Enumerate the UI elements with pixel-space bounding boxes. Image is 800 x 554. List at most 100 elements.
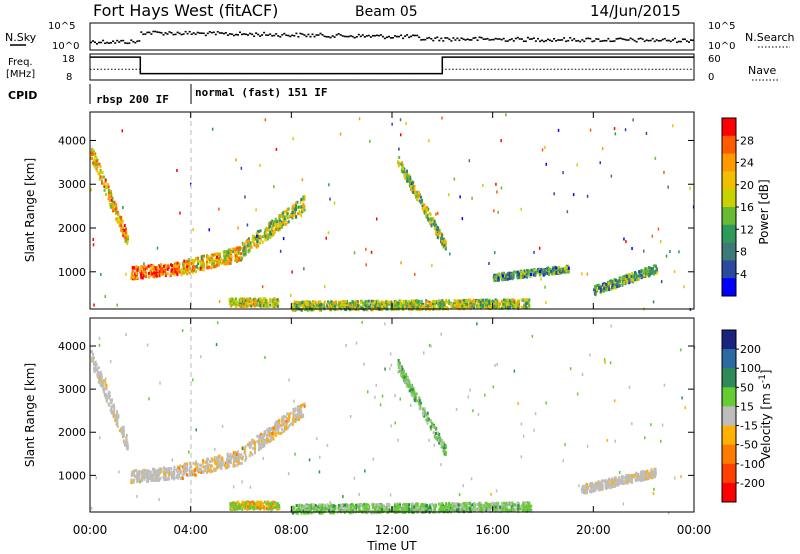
- data-cell: [225, 250, 228, 254]
- data-cell: [245, 457, 248, 461]
- data-cell: [317, 302, 320, 306]
- data-cell: [235, 158, 237, 162]
- data-cell: [567, 270, 570, 274]
- data-cell: [232, 464, 235, 468]
- data-cell: [123, 224, 126, 228]
- data-cell: [512, 298, 515, 302]
- data-cell: [202, 465, 205, 469]
- noise-point: [325, 36, 328, 38]
- noise-point: [617, 37, 620, 40]
- data-cell: [247, 239, 250, 243]
- data-cell: [496, 303, 499, 307]
- data-cell: [105, 186, 107, 189]
- noise-point: [551, 40, 554, 42]
- data-cell: [254, 451, 256, 455]
- data-cell: [103, 390, 106, 394]
- nave-right-tick-bottom: 0: [708, 72, 714, 83]
- noise-point: [460, 37, 463, 39]
- noise-point: [440, 37, 443, 40]
- data-cell: [209, 467, 212, 470]
- data-cell: [262, 304, 265, 308]
- data-cell: [683, 285, 685, 289]
- data-cell: [179, 471, 182, 475]
- data-cell: [270, 221, 273, 225]
- noise-point: [530, 38, 533, 40]
- data-cell: [267, 229, 270, 233]
- noise-point: [198, 32, 201, 34]
- data-cell: [111, 196, 114, 200]
- data-cell: [500, 300, 503, 303]
- data-cell: [510, 276, 513, 280]
- data-cell: [107, 394, 110, 398]
- data-cell: [202, 268, 205, 272]
- data-cell: [101, 379, 104, 383]
- data-cell: [173, 469, 176, 473]
- data-cell: [194, 462, 197, 466]
- data-cell: [365, 263, 367, 267]
- data-cell: [125, 433, 128, 437]
- data-cell: [416, 304, 419, 308]
- data-cell: [162, 267, 165, 271]
- data-cell: [433, 426, 436, 429]
- noise-point: [685, 40, 688, 42]
- noise-point: [204, 34, 207, 37]
- data-cell: [494, 251, 496, 255]
- noise-point: [474, 36, 477, 39]
- data-cell: [337, 303, 340, 307]
- noise-point: [607, 37, 610, 40]
- noise-point: [265, 34, 268, 36]
- data-cell: [280, 427, 283, 431]
- data-cell: [136, 269, 139, 272]
- data-cell: [429, 219, 432, 223]
- data-cell: [199, 266, 202, 270]
- data-cell: [425, 301, 428, 304]
- data-cell: [227, 248, 230, 252]
- data-cell: [457, 300, 460, 304]
- data-cell: [479, 305, 482, 309]
- data-cell: [655, 271, 658, 275]
- noise-point: [243, 33, 245, 35]
- noise-point: [241, 33, 243, 36]
- data-cell: [311, 303, 313, 307]
- data-cell: [279, 249, 282, 253]
- data-cell: [288, 414, 290, 418]
- data-cell: [423, 411, 426, 415]
- noise-point: [428, 36, 431, 39]
- noise-point: [539, 40, 541, 43]
- data-cell: [523, 303, 526, 307]
- data-cell: [442, 449, 445, 453]
- data-cell: [284, 222, 287, 226]
- data-cell: [265, 231, 268, 235]
- noise-point: [100, 41, 103, 44]
- data-cell: [401, 306, 404, 310]
- noise-point: [410, 35, 413, 38]
- data-cell: [270, 230, 273, 234]
- data-cell: [121, 430, 124, 434]
- data-cell: [169, 274, 172, 278]
- data-cell: [528, 269, 530, 273]
- data-cell: [608, 281, 611, 285]
- data-cell: [516, 272, 519, 276]
- data-cell: [412, 186, 415, 190]
- data-cell: [410, 181, 413, 185]
- data-cell: [660, 280, 663, 284]
- data-cell: [349, 304, 352, 308]
- data-cell: [192, 461, 195, 465]
- data-cell: [285, 419, 288, 423]
- data-cell: [406, 169, 408, 173]
- noise-point: [641, 38, 644, 40]
- data-cell: [427, 304, 429, 308]
- data-cell: [293, 415, 296, 419]
- data-cell: [163, 470, 165, 474]
- data-cell: [448, 302, 451, 306]
- noise-point: [323, 35, 326, 38]
- data-cell: [288, 412, 291, 416]
- data-cell: [132, 470, 135, 474]
- data-cell: [258, 229, 261, 233]
- noise-point: [176, 31, 179, 34]
- data-cell: [224, 466, 227, 470]
- noise-point: [486, 37, 489, 40]
- data-cell: [601, 282, 604, 286]
- data-cell: [234, 254, 237, 258]
